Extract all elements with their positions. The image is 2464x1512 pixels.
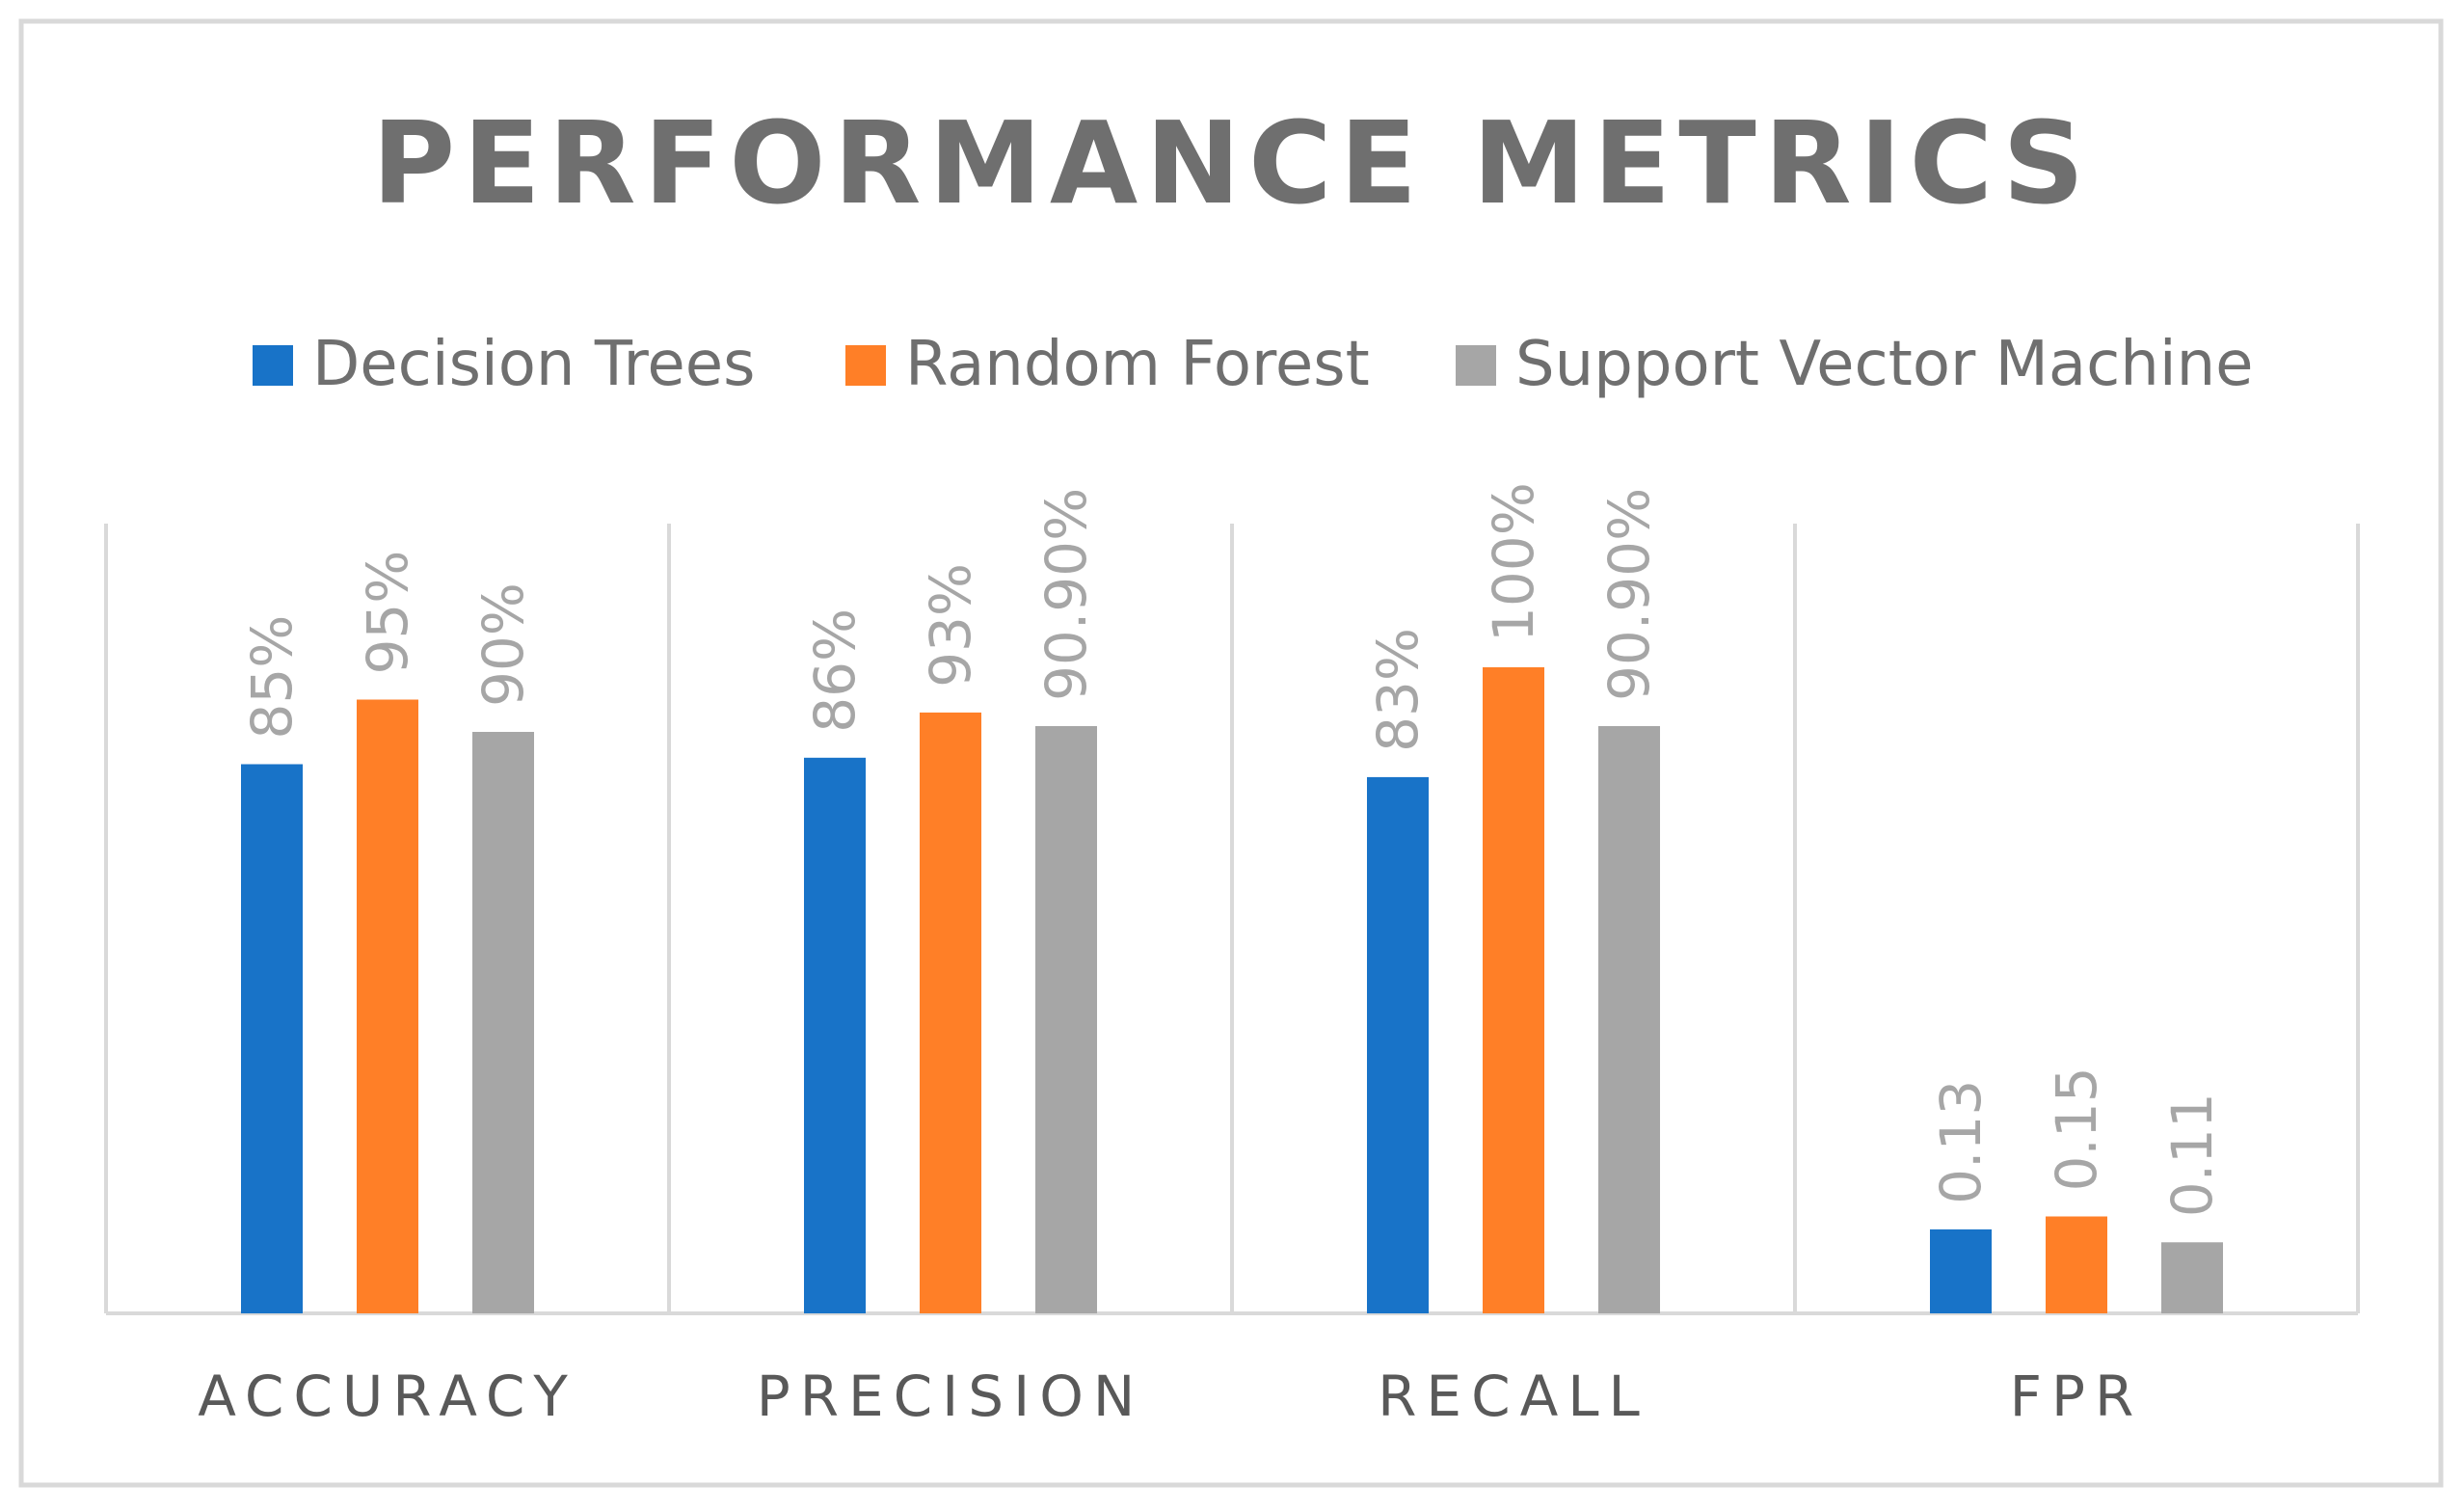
data-label: 0.13 <box>1928 1080 1994 1204</box>
bar-fpr-0 <box>1930 1228 1992 1313</box>
legend-swatch <box>1456 345 1496 386</box>
data-label: 90% <box>470 582 536 707</box>
data-label: 86% <box>802 608 868 733</box>
bar-precision-1 <box>920 712 981 1313</box>
legend-swatch <box>845 345 886 386</box>
chart-title: PERFORMANCE METRICS <box>372 96 2093 230</box>
legend-item-decision-trees: Decision Trees <box>253 329 756 400</box>
data-label: 93% <box>918 563 983 688</box>
legend-label: Random Forest <box>905 329 1370 400</box>
bar-fpr-2 <box>2161 1242 2223 1313</box>
data-label: 0.11 <box>2159 1093 2225 1217</box>
category-separators <box>104 524 2360 1313</box>
bar-accuracy-0 <box>241 764 303 1313</box>
bars <box>241 667 2223 1313</box>
bar-accuracy-2 <box>472 732 534 1313</box>
data-label: 90.90% <box>1033 488 1099 701</box>
legend-swatch <box>253 345 293 386</box>
data-label: 0.15 <box>2044 1066 2109 1191</box>
category-label-recall: RECALL <box>1378 1364 1649 1429</box>
data-label: 100% <box>1481 482 1546 642</box>
category-label-fpr: FPR <box>2010 1364 2144 1429</box>
legend-label: Decision Trees <box>312 329 756 400</box>
legend-label: Support Vector Machine <box>1515 329 2254 400</box>
data-label: 90.90% <box>1596 488 1662 701</box>
bar-recall-1 <box>1483 667 1544 1313</box>
legend: Decision Trees Random Forest Support Vecto… <box>253 329 2254 400</box>
category-label-precision: PRECISION <box>757 1364 1145 1429</box>
data-labels: 85% 95% 90% 86% 93% 90.90% 83% 100% 90.90% 0.13 0.… <box>239 482 2225 1217</box>
data-label: 83% <box>1365 628 1431 752</box>
bar-fpr-1 <box>2046 1216 2107 1313</box>
bar-precision-2 <box>1035 725 1097 1313</box>
bar-recall-0 <box>1367 776 1429 1313</box>
legend-item-svm: Support Vector Machine <box>1456 329 2254 400</box>
bar-recall-2 <box>1598 725 1660 1313</box>
data-label: 85% <box>239 615 305 740</box>
bar-accuracy-1 <box>357 699 418 1313</box>
bar-precision-0 <box>804 757 866 1313</box>
legend-item-random-forest: Random Forest <box>845 329 1370 400</box>
data-label: 95% <box>355 551 420 675</box>
category-label-accuracy: ACCURACY <box>198 1364 577 1429</box>
category-labels: ACCURACY PRECISION RECALL FPR <box>198 1364 2144 1429</box>
